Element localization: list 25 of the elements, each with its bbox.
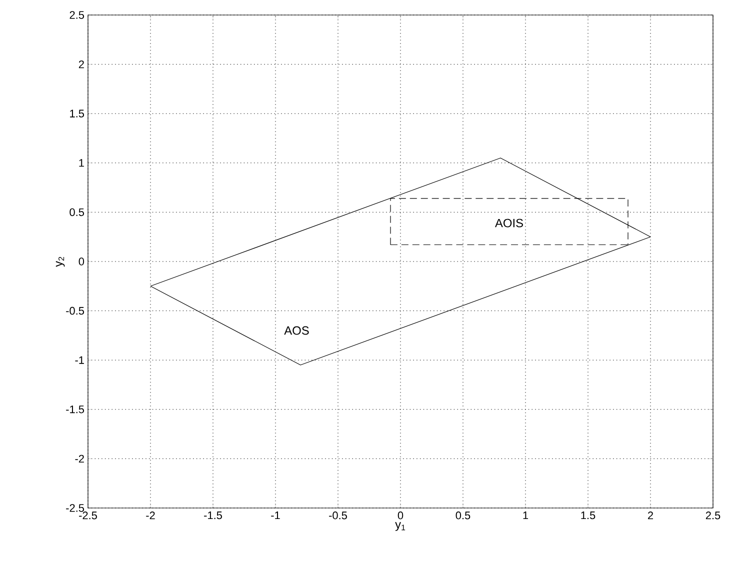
annotation: AOS bbox=[284, 326, 309, 335]
y-tick-label: -0.5 bbox=[66, 306, 84, 315]
y-tick-label: -2 bbox=[75, 454, 84, 463]
y-tick-label: -1.5 bbox=[66, 406, 84, 414]
x-tick-label: -1 bbox=[271, 512, 280, 520]
x-tick-label: -2 bbox=[146, 512, 155, 520]
x-tick-label: -1.5 bbox=[204, 512, 222, 520]
y-axis-title: y$_{2}$ bbox=[56, 256, 65, 267]
y-tick-label: 2 bbox=[78, 60, 84, 68]
x-tick-label: -0.5 bbox=[329, 512, 347, 520]
y-tick-label: -1 bbox=[75, 356, 84, 364]
x-tick-label: 1.5 bbox=[581, 512, 596, 520]
y-tick-label: 0 bbox=[78, 258, 84, 266]
y-tick-label: -2.5 bbox=[66, 504, 84, 512]
x-tick-label: 2 bbox=[648, 512, 653, 520]
x-axis-title: y$_{1}$ bbox=[395, 522, 406, 531]
y-tick-label: 1.5 bbox=[70, 110, 84, 118]
x-tick-label: 0.5 bbox=[456, 512, 470, 520]
y-tick-label: 2.5 bbox=[70, 11, 84, 19]
y-tick-label: 0.5 bbox=[70, 208, 84, 216]
y-tick-label: 1 bbox=[79, 159, 84, 167]
x-tick-label: 1 bbox=[523, 512, 528, 520]
x-tick-label: 0 bbox=[398, 512, 404, 520]
x-tick-label: 2.5 bbox=[706, 512, 720, 520]
annotation: AOIS bbox=[494, 218, 523, 228]
